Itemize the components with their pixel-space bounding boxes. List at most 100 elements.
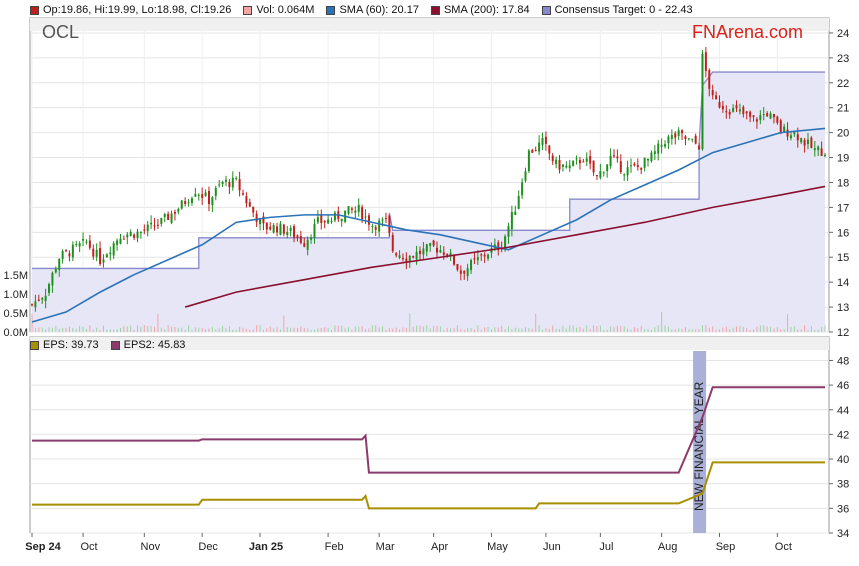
candle-body [793, 131, 796, 135]
candle-body [381, 219, 384, 221]
candle-body [150, 222, 153, 225]
candle-body [129, 232, 132, 236]
candle-body [425, 244, 428, 252]
candle-body [163, 213, 166, 218]
candle-body [276, 226, 279, 233]
month-label: Sep 24 [25, 541, 61, 553]
legend-volume: Vol: 0.064M [243, 4, 314, 16]
eps-tick-label: 48 [837, 355, 849, 367]
candle-body [531, 149, 534, 153]
price-tick-label: 19 [837, 153, 849, 165]
eps-tick-label: 38 [837, 479, 849, 491]
candle-body [745, 111, 748, 114]
month-label: Mar [376, 541, 395, 553]
candle-body [711, 89, 714, 96]
candle-body [653, 151, 656, 155]
eps-swatch [30, 340, 39, 350]
candle-body [408, 255, 411, 262]
candle-body [459, 270, 462, 274]
candle-body [259, 218, 262, 225]
candle-body [640, 167, 643, 170]
candle-body [728, 111, 731, 115]
candle-body [643, 157, 646, 168]
candle-body [589, 156, 592, 164]
eps-tick-label: 40 [837, 454, 849, 466]
month-label: Aug [658, 541, 678, 553]
candle-body [619, 161, 622, 173]
candle-body [749, 111, 752, 117]
candle-body [265, 222, 268, 230]
candle-body [527, 150, 530, 172]
legend-eps2: EPS2: 45.83 [110, 339, 185, 351]
candle-body [31, 304, 33, 306]
candle-body [54, 268, 57, 273]
candle-body [664, 144, 667, 147]
candle-body [82, 238, 85, 241]
candle-body [187, 202, 190, 204]
candle-body [286, 232, 289, 235]
candle-body [214, 187, 217, 196]
candle-body [156, 224, 159, 226]
candle-body [476, 257, 479, 261]
candle-body [378, 220, 381, 232]
candle-body [752, 115, 755, 117]
candle-body [568, 165, 571, 169]
eps-tick-label: 44 [837, 405, 849, 417]
candle-body [681, 130, 684, 134]
candle-body [327, 219, 330, 224]
candle-body [453, 255, 456, 265]
candle-body [769, 113, 772, 119]
candle-body [398, 255, 401, 258]
candle-body [657, 143, 660, 154]
candle-body [779, 120, 782, 133]
month-label: Oct [80, 541, 97, 553]
candle-body [487, 254, 490, 259]
candle-body [561, 164, 564, 167]
candle-body [602, 172, 605, 174]
candle-body [361, 207, 364, 220]
candle-body [735, 104, 738, 109]
ohlc-swatch [30, 5, 39, 15]
candle-body [221, 181, 224, 185]
candle-body [320, 214, 323, 224]
candle-body [633, 163, 636, 166]
candle-body [197, 194, 200, 196]
candle-body [436, 247, 439, 253]
candle-body [766, 113, 769, 117]
candle-body [718, 101, 721, 108]
candle-body [146, 224, 149, 232]
candle-body [636, 165, 639, 168]
candle-body [58, 258, 61, 270]
candle-body [524, 171, 527, 181]
candle-body [616, 156, 619, 159]
candle-body [78, 243, 81, 247]
candle-body [521, 182, 524, 196]
sma60-label: SMA (60): 20.17 [339, 4, 419, 16]
month-label: Dec [198, 541, 218, 553]
sub-legend-strip [30, 337, 829, 350]
candle-body [194, 194, 197, 197]
month-label: Feb [325, 541, 344, 553]
candle-body [687, 138, 690, 140]
candle-body [391, 235, 394, 252]
month-label: May [487, 541, 508, 553]
candle-body [44, 295, 47, 302]
financial-year-label: NEW FINANCIAL YEAR [692, 381, 706, 511]
financial-year-band [693, 351, 707, 533]
candle-body [242, 193, 245, 195]
candle-body [422, 248, 425, 255]
candle-body [218, 184, 221, 186]
sma60-line [31, 127, 826, 323]
price-tick-label: 13 [837, 302, 849, 314]
eps2-line [32, 386, 825, 474]
candle-body [136, 231, 139, 239]
candle-body [289, 227, 292, 231]
candle-body [796, 134, 799, 141]
sma200-line [184, 185, 826, 308]
price-tick-label: 16 [837, 227, 849, 239]
candle-body [357, 204, 360, 212]
candle-body [555, 159, 558, 165]
candle-body [180, 200, 183, 209]
candle-body [592, 160, 595, 173]
candle-body [456, 263, 459, 270]
